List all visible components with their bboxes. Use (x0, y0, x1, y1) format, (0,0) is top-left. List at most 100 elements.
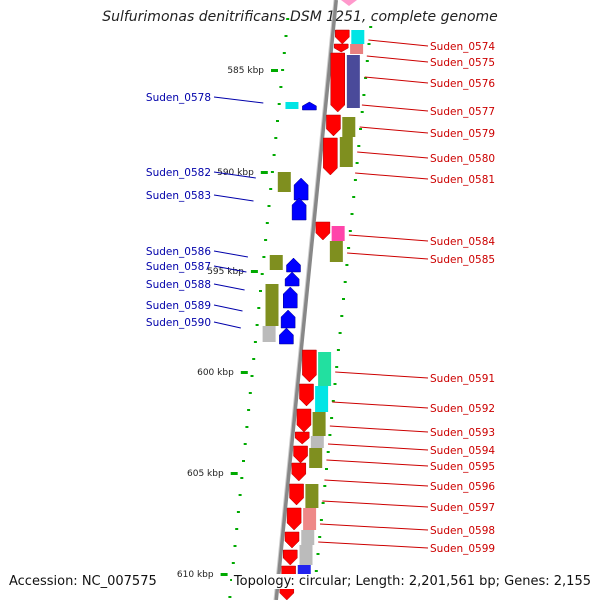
tick-dot (284, 35, 288, 37)
gene-label-suden_0588[interactable]: Suden_0588 (146, 279, 211, 291)
gene-label-suden_0590[interactable]: Suden_0590 (146, 317, 211, 329)
gene-label-suden_0582[interactable]: Suden_0582 (146, 167, 211, 179)
tick-dot (272, 154, 276, 156)
cog-color-bar (312, 412, 326, 436)
tick-dot (331, 400, 335, 402)
tick-dot (235, 528, 239, 530)
cog-color-bar (305, 484, 319, 508)
kbp-tick-mark (230, 472, 238, 475)
tick-dot (279, 86, 283, 88)
gene-label-suden_0585[interactable]: Suden_0585 (430, 254, 495, 266)
gene-label-suden_0595[interactable]: Suden_0595 (430, 461, 495, 473)
tick-dot (359, 128, 362, 130)
tick-dot (282, 52, 286, 54)
forward-gene-arrow (315, 221, 331, 241)
label-leader-line (347, 252, 429, 260)
gene-label-suden_0597[interactable]: Suden_0597 (430, 502, 495, 514)
gene-label-suden_0584[interactable]: Suden_0584 (430, 236, 495, 248)
tick-dot (250, 375, 254, 377)
gene-label-suden_0589[interactable]: Suden_0589 (146, 300, 211, 312)
tick-dot (316, 553, 320, 555)
label-leader-line (318, 541, 429, 549)
tick-dot (352, 196, 356, 198)
forward-gene-arrow (335, 29, 350, 45)
tick-dot (281, 69, 285, 71)
tick-dot (253, 341, 257, 343)
gene-label-suden_0581[interactable]: Suden_0581 (430, 174, 495, 186)
tick-dot (260, 273, 264, 275)
forward-gene-arrow (330, 52, 345, 113)
tick-dot (328, 434, 332, 436)
tick-dot (340, 315, 344, 317)
forward-gene-arrow (284, 531, 300, 549)
topology-text: Topology: circular; Length: 2,201,561 bp… (231, 574, 591, 589)
cog-color-bar (329, 241, 343, 262)
cog-color-bar (350, 44, 364, 54)
gene-label-suden_0578[interactable]: Suden_0578 (146, 92, 211, 104)
forward-gene-arrow (341, 0, 357, 6)
label-leader-line (213, 194, 254, 202)
reverse-gene-arrow (279, 327, 294, 345)
tick-dot (353, 179, 357, 181)
tick-dot (318, 536, 322, 538)
gene-label-suden_0577[interactable]: Suden_0577 (430, 106, 495, 118)
kbp-tick-label: 585 kbp (227, 66, 264, 76)
gene-label-suden_0586[interactable]: Suden_0586 (146, 246, 211, 258)
gene-label-suden_0598[interactable]: Suden_0598 (430, 525, 495, 537)
tick-dot (350, 213, 354, 215)
forward-gene-arrow (283, 549, 298, 566)
reverse-gene-arrow (283, 286, 298, 309)
label-leader-line (322, 500, 429, 508)
gene-label-suden_0583[interactable]: Suden_0583 (146, 190, 211, 202)
gene-label-suden_0580[interactable]: Suden_0580 (430, 153, 495, 165)
gene-label-suden_0591[interactable]: Suden_0591 (430, 373, 495, 385)
gene-label-suden_0587[interactable]: Suden_0587 (146, 261, 211, 273)
reverse-gene-arrow (286, 257, 301, 273)
tick-dot (276, 120, 279, 122)
tick-dot (323, 485, 327, 487)
tick-dot (335, 366, 339, 368)
forward-gene-arrow (286, 507, 302, 531)
gene-label-suden_0593[interactable]: Suden_0593 (430, 427, 495, 439)
tick-dot (228, 596, 232, 598)
gene-label-suden_0594[interactable]: Suden_0594 (430, 445, 495, 457)
tick-dot (343, 281, 347, 283)
tick-dot (357, 145, 361, 147)
tick-dot (321, 502, 325, 504)
label-leader-line (348, 234, 429, 242)
tick-dot (259, 290, 262, 292)
reverse-gene-arrow (291, 197, 307, 221)
kbp-tick-mark (260, 171, 268, 174)
label-leader-line (319, 523, 429, 531)
label-leader-line (326, 459, 429, 467)
forward-gene-arrow (289, 483, 304, 506)
tick-dot (257, 307, 261, 309)
reverse-gene-arrow (302, 101, 317, 111)
tick-dot (360, 111, 364, 113)
tick-dot (325, 468, 328, 470)
tick-dot (342, 298, 345, 300)
gene-label-suden_0576[interactable]: Suden_0576 (430, 78, 495, 90)
cog-color-bar (277, 172, 291, 192)
label-leader-line (213, 96, 264, 104)
forward-gene-arrow (299, 383, 314, 407)
map-title: Sulfurimonas denitrificans DSM 1251, com… (102, 9, 498, 25)
tick-dot (364, 77, 368, 79)
label-leader-line (332, 401, 429, 409)
cog-color-bar (339, 137, 353, 167)
gene-label-suden_0575[interactable]: Suden_0575 (430, 57, 495, 69)
tick-dot (255, 324, 259, 326)
tick-dot (236, 511, 240, 513)
tick-dot (264, 239, 268, 241)
forward-gene-arrow (323, 137, 338, 176)
label-leader-line (213, 171, 256, 179)
gene-label-suden_0596[interactable]: Suden_0596 (430, 481, 495, 493)
kbp-tick-label: 595 kbp (207, 267, 244, 277)
cog-color-bar (310, 436, 324, 448)
label-leader-line (213, 321, 241, 329)
gene-label-suden_0592[interactable]: Suden_0592 (430, 403, 495, 415)
gene-label-suden_0599[interactable]: Suden_0599 (430, 543, 495, 555)
gene-label-suden_0574[interactable]: Suden_0574 (430, 41, 495, 53)
label-leader-line (368, 39, 429, 47)
gene-label-suden_0579[interactable]: Suden_0579 (430, 128, 495, 140)
